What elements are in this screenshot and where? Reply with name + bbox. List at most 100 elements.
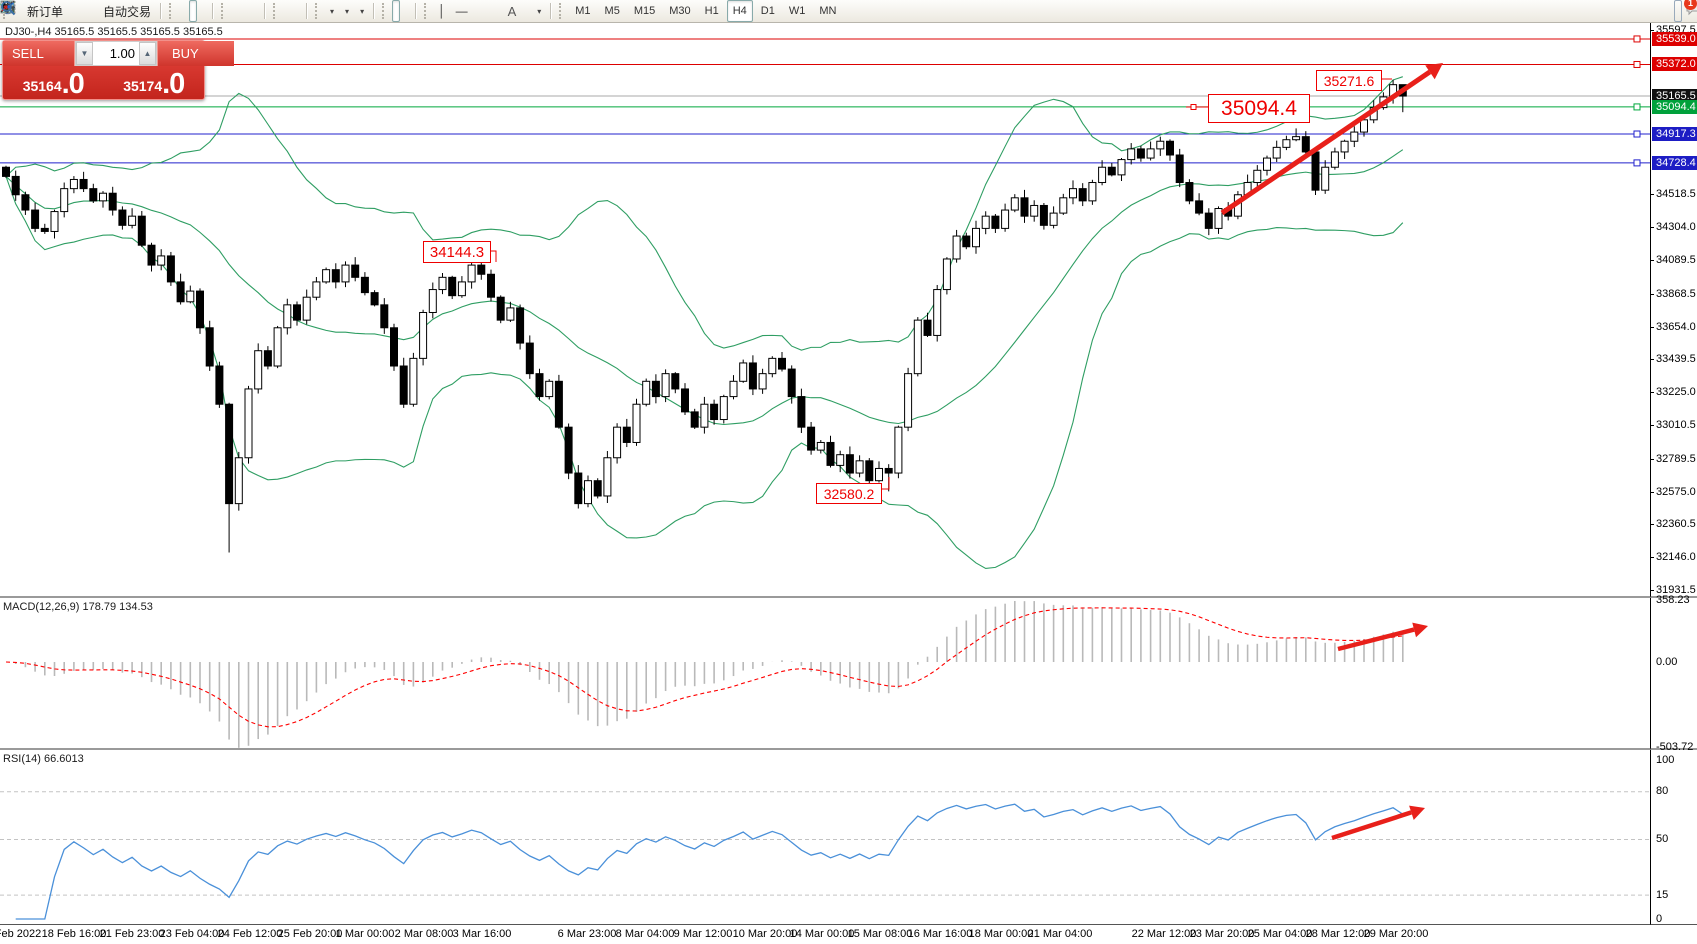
price-annotation-34144.3[interactable]: 34144.3	[423, 241, 491, 263]
channel-button[interactable]: E	[0, 0, 492, 22]
search-button[interactable]	[1, 0, 1682, 22]
fibonacci-button[interactable]: F	[1, 0, 502, 22]
date-tick: 16 Mar 16:00	[907, 928, 973, 940]
volume-input[interactable]	[93, 42, 139, 65]
timeframe-M15[interactable]: M15	[633, 5, 656, 17]
date-tick: 25 Feb 20:00	[277, 928, 343, 940]
price-badge-35094.4: 35094.4	[1652, 99, 1697, 114]
leader-32580	[880, 477, 890, 490]
timeframe-M5[interactable]: M5	[604, 5, 620, 17]
timeframe-W1[interactable]: W1	[788, 5, 806, 17]
text-button[interactable]: A	[507, 3, 517, 19]
main-chart-pane[interactable]	[0, 23, 1650, 598]
templates-button[interactable]: ▾	[0, 0, 368, 22]
indicators-button[interactable]: ▾	[0, 0, 338, 22]
timeframe-MN[interactable]: MN	[819, 5, 837, 17]
crayon-button[interactable]	[1, 0, 77, 22]
price-tickmark	[1651, 260, 1654, 262]
date-tick: 29 Mar 20:00	[1363, 928, 1429, 940]
indicators-caret: ▾	[330, 6, 335, 16]
autotrading-button[interactable]: 自动交易	[0, 0, 155, 22]
cursor-button[interactable]	[3, 0, 401, 22]
price-badge-34917.3: 34917.3	[1652, 127, 1697, 141]
text-label-icon: T	[0, 0, 16, 14]
search-icon	[1, 1, 16, 16]
new-order-button[interactable]: 新订单	[0, 0, 67, 22]
price-tickmark	[1651, 590, 1654, 592]
trendline-button[interactable]	[0, 0, 482, 22]
buy-price[interactable]: 35174 .0	[104, 68, 205, 100]
date-tick: 14 Mar 00:00	[789, 928, 855, 940]
date-tick: 21 Feb 23:00	[99, 928, 165, 940]
date-tick: 24 Feb 12:00	[217, 928, 283, 940]
chat-button[interactable]: 1	[1684, 0, 1697, 22]
zoom-in-button[interactable]	[1, 0, 239, 22]
price-tickmark	[1651, 194, 1654, 196]
trend-arrow-rsi-head	[1409, 805, 1425, 820]
sell-label: SELL	[12, 46, 44, 61]
text-label-button[interactable]: T	[0, 0, 530, 22]
templates-caret: ▾	[360, 6, 365, 16]
crosshair-button[interactable]	[1, 0, 410, 22]
timeframe-H4[interactable]: H4	[726, 0, 753, 22]
shapes-caret: ▾	[537, 6, 542, 16]
buy-button[interactable]: BUY	[157, 41, 234, 66]
price-tickmark	[1651, 392, 1654, 394]
sell-button[interactable]: SELL	[3, 41, 75, 66]
price-tickmark	[1651, 524, 1654, 526]
hline-handle-35372.0	[1633, 60, 1641, 68]
trend-arrow-rsi	[1331, 810, 1412, 841]
candles-layer	[2, 79, 1407, 553]
rsi-pane[interactable]: RSI(14) 66.6013	[0, 750, 1650, 925]
date-tick: 18 Mar 00:00	[968, 928, 1034, 940]
price-tick: 33439.5	[1656, 353, 1696, 366]
autotrading-label: 自动交易	[103, 4, 152, 19]
macd-histogram	[14, 600, 1404, 748]
timeframe-M30[interactable]: M30	[669, 5, 691, 17]
candles-chart-button[interactable]	[1, 0, 198, 22]
auto-scroll-button[interactable]	[1, 0, 291, 22]
chart-shift-button[interactable]	[1, 0, 301, 22]
price-tick: 32146.0	[1656, 551, 1696, 564]
line-chart-button[interactable]	[0, 0, 207, 22]
hline-handle-35094.4	[1633, 103, 1641, 111]
date-tick: 21 Mar 04:00	[1027, 928, 1093, 940]
price-tickmark	[1651, 326, 1654, 328]
price-annotation-35271.6[interactable]: 35271.6	[1316, 70, 1382, 91]
price-tick: 33010.5	[1656, 419, 1696, 432]
price-badge-35165.5: 35165.5	[1652, 89, 1697, 104]
shapes-button[interactable]: ▾	[1, 0, 545, 22]
price-tick: 34518.5	[1656, 188, 1696, 201]
tile-windows-button[interactable]	[1, 0, 259, 22]
main-price-axis[interactable]: 35597.5 34518.5 34304.0 34089.5 33868.5 33654…	[1650, 23, 1697, 598]
macd-pane[interactable]: MACD(12,26,9) 178.79 134.53	[0, 598, 1650, 750]
zoom-out-button[interactable]	[1, 0, 249, 22]
price-tick: 33654.0	[1656, 320, 1696, 333]
bar-chart-button[interactable]	[1, 0, 187, 22]
svg-text:T: T	[5, 3, 11, 14]
top-toolbar: 新订单 自动交易 ▾ ▾	[0, 0, 1697, 23]
volume-up-button[interactable]: ▲	[139, 42, 156, 65]
price-annotation-35094.4[interactable]: 35094.4	[1208, 94, 1310, 123]
rsi-label: RSI(14) 66.6013	[3, 753, 84, 765]
vertical-line-button[interactable]: │	[438, 4, 446, 18]
buy-price-main: 35174	[123, 78, 163, 94]
sell-price[interactable]: 35164 .0	[3, 70, 104, 99]
signals-button[interactable]	[0, 0, 97, 22]
horizontal-line-button[interactable]: —	[455, 4, 468, 18]
price-annotation-32580.2[interactable]: 32580.2	[816, 483, 882, 504]
buy-price-pips: .0	[162, 68, 185, 100]
timeframe-M1[interactable]: M1	[575, 5, 591, 17]
timeframe-H1[interactable]: H1	[704, 5, 719, 17]
rsi-tick: 50	[1656, 833, 1669, 845]
timeframe-D1[interactable]: D1	[760, 5, 775, 17]
price-tick: 34089.5	[1656, 254, 1696, 267]
price-badge-35372.0: 35372.0	[1652, 57, 1697, 72]
hline-handle-35539.0	[1633, 35, 1641, 43]
volume-down-button[interactable]: ▼	[76, 42, 93, 65]
one-click-trade-panel: SELL ▼ ▲ BUY 35164 .0 35174 .0	[2, 40, 234, 100]
hline-handle-34917.3	[1633, 130, 1641, 138]
profiles-button[interactable]	[1, 0, 87, 22]
periods-button[interactable]: ▾	[0, 0, 353, 22]
